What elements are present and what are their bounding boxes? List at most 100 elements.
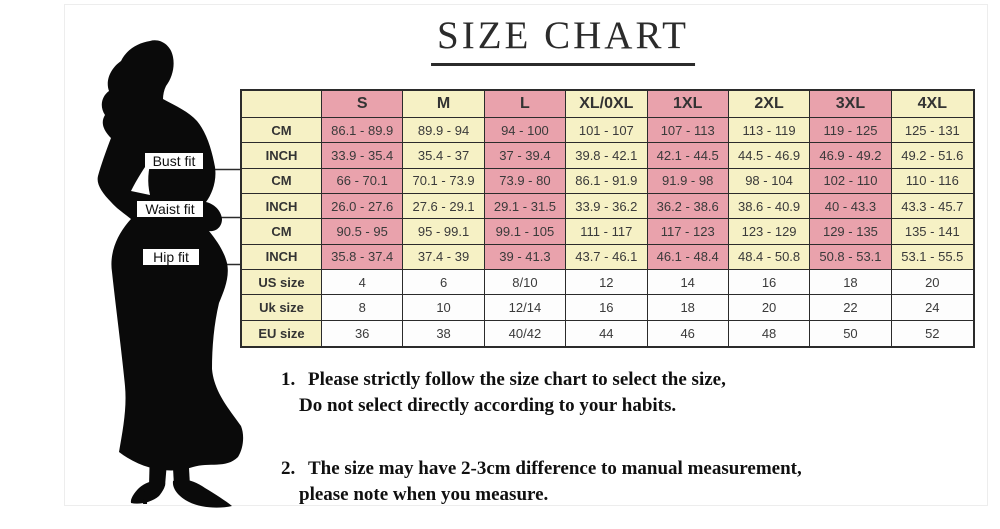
note-number: 2. [281,458,296,479]
right-heel-shoe [172,479,232,508]
table-cell: 38 [403,320,485,346]
row-label: CM [242,219,322,245]
table-cell: 37.4 - 39 [403,244,485,270]
row-label: INCH [242,143,322,169]
table-cell: 111 - 117 [566,219,648,245]
table-cell: 18 [647,295,729,321]
table-cell: 86.1 - 89.9 [322,118,404,144]
table-cell: 90.5 - 95 [322,219,404,245]
table-cell: 35.4 - 37 [403,143,485,169]
table-cell: 4 [322,270,404,296]
table-cell: 50 [810,320,892,346]
table-cell: 35.8 - 37.4 [322,244,404,270]
table-cell: 53.1 - 55.5 [891,244,973,270]
table-cell: 26.0 - 27.6 [322,194,404,220]
table-cell: 39 - 41.3 [484,244,567,270]
table-cell: 102 - 110 [810,168,892,194]
waist-fit-label: Waist fit [137,201,203,217]
table-cell: 16 [728,270,811,296]
image-frame [64,4,988,506]
table-cell: 42.1 - 44.5 [647,143,729,169]
row-label: CM [242,118,322,144]
table-cell: 110 - 116 [891,168,973,194]
row-label: INCH [242,244,322,270]
column-header: M [403,91,485,118]
table-cell: 43.7 - 46.1 [566,244,648,270]
table-cell: 98 - 104 [728,168,811,194]
table-cell: 119 - 125 [810,118,892,144]
table-cell: 29.1 - 31.5 [484,194,567,220]
column-header: L [484,91,567,118]
table-cell: 14 [647,270,729,296]
column-header: 4XL [891,91,973,118]
table-cell: 99.1 - 105 [484,219,567,245]
table-cell: 135 - 141 [891,219,973,245]
table-cell: 22 [810,295,892,321]
table-cell: 37 - 39.4 [484,143,567,169]
note-text: Do not select directly according to your… [299,395,677,416]
table-cell: 95 - 99.1 [403,219,485,245]
table-cell: 20 [728,295,811,321]
table-cell: 6 [403,270,485,296]
table-cell: 39.8 - 42.1 [566,143,648,169]
notes: 1. Please strictly follow the size chart… [281,367,901,529]
table-cell: 123 - 129 [728,219,811,245]
table-cell: 33.9 - 35.4 [322,143,404,169]
table-cell: 48.4 - 50.8 [728,244,811,270]
table-cell: 12/14 [484,295,567,321]
column-header: 1XL [647,91,729,118]
table-cell: 125 - 131 [891,118,973,144]
table-cell: 117 - 123 [647,219,729,245]
table-cell: 86.1 - 91.9 [566,168,648,194]
row-label: Uk size [242,295,322,321]
note-text: The size may have 2-3cm difference to ma… [308,458,802,479]
column-header: 2XL [728,91,811,118]
table-cell: 73.9 - 80 [484,168,567,194]
row-label: EU size [242,320,322,346]
table-cell: 36 [322,320,404,346]
left-heel-shoe [130,480,166,504]
table-cell: 18 [810,270,892,296]
table-cell: 46.1 - 48.4 [647,244,729,270]
table-cell: 70.1 - 73.9 [403,168,485,194]
table-cell: 107 - 113 [647,118,729,144]
table-cell: 10 [403,295,485,321]
table-cell: 40 - 43.3 [810,194,892,220]
note-text: Please strictly follow the size chart to… [308,369,726,390]
table-cell: 8 [322,295,404,321]
row-label: US size [242,270,322,296]
column-header: 3XL [810,91,892,118]
bust-fit-label: Bust fit [145,153,203,169]
right-heel-spike [195,484,200,503]
note-text: please note when you measure. [299,484,549,505]
right-leg [172,450,190,486]
table-cell: 113 - 119 [728,118,811,144]
table-cell: 94 - 100 [484,118,567,144]
table-cell: 12 [566,270,648,296]
table-cell: 91.9 - 98 [647,168,729,194]
table-cell: 66 - 70.1 [322,168,404,194]
table-cell: 44 [566,320,648,346]
page-title: SIZE CHART [431,13,695,66]
left-leg [149,448,168,486]
table-cell: 49.2 - 51.6 [891,143,973,169]
note-number: 1. [281,369,296,390]
table-cell: 27.6 - 29.1 [403,194,485,220]
column-header: XL/0XL [566,91,648,118]
table-cell: 40/42 [484,320,567,346]
table-cell: 52 [891,320,973,346]
table-cell: 16 [566,295,648,321]
table-cell: 43.3 - 45.7 [891,194,973,220]
note-item-1: 1. Please strictly follow the size chart… [281,367,901,419]
table-cell: 20 [891,270,973,296]
corner-cell [242,91,322,118]
table-cell: 46 [647,320,729,346]
table-cell: 38.6 - 40.9 [728,194,811,220]
table-cell: 46.9 - 49.2 [810,143,892,169]
table-cell: 36.2 - 38.6 [647,194,729,220]
hip-fit-label: Hip fit [143,249,199,265]
note-item-2: 2. The size may have 2-3cm difference to… [281,456,901,508]
left-heel-spike [143,487,148,504]
size-chart-table: S M L XL/0XL 1XL 2XL 3XL 4XL CM 86.1 - 89.9 89.9 -… [240,89,975,348]
table-cell: 8/10 [484,270,567,296]
